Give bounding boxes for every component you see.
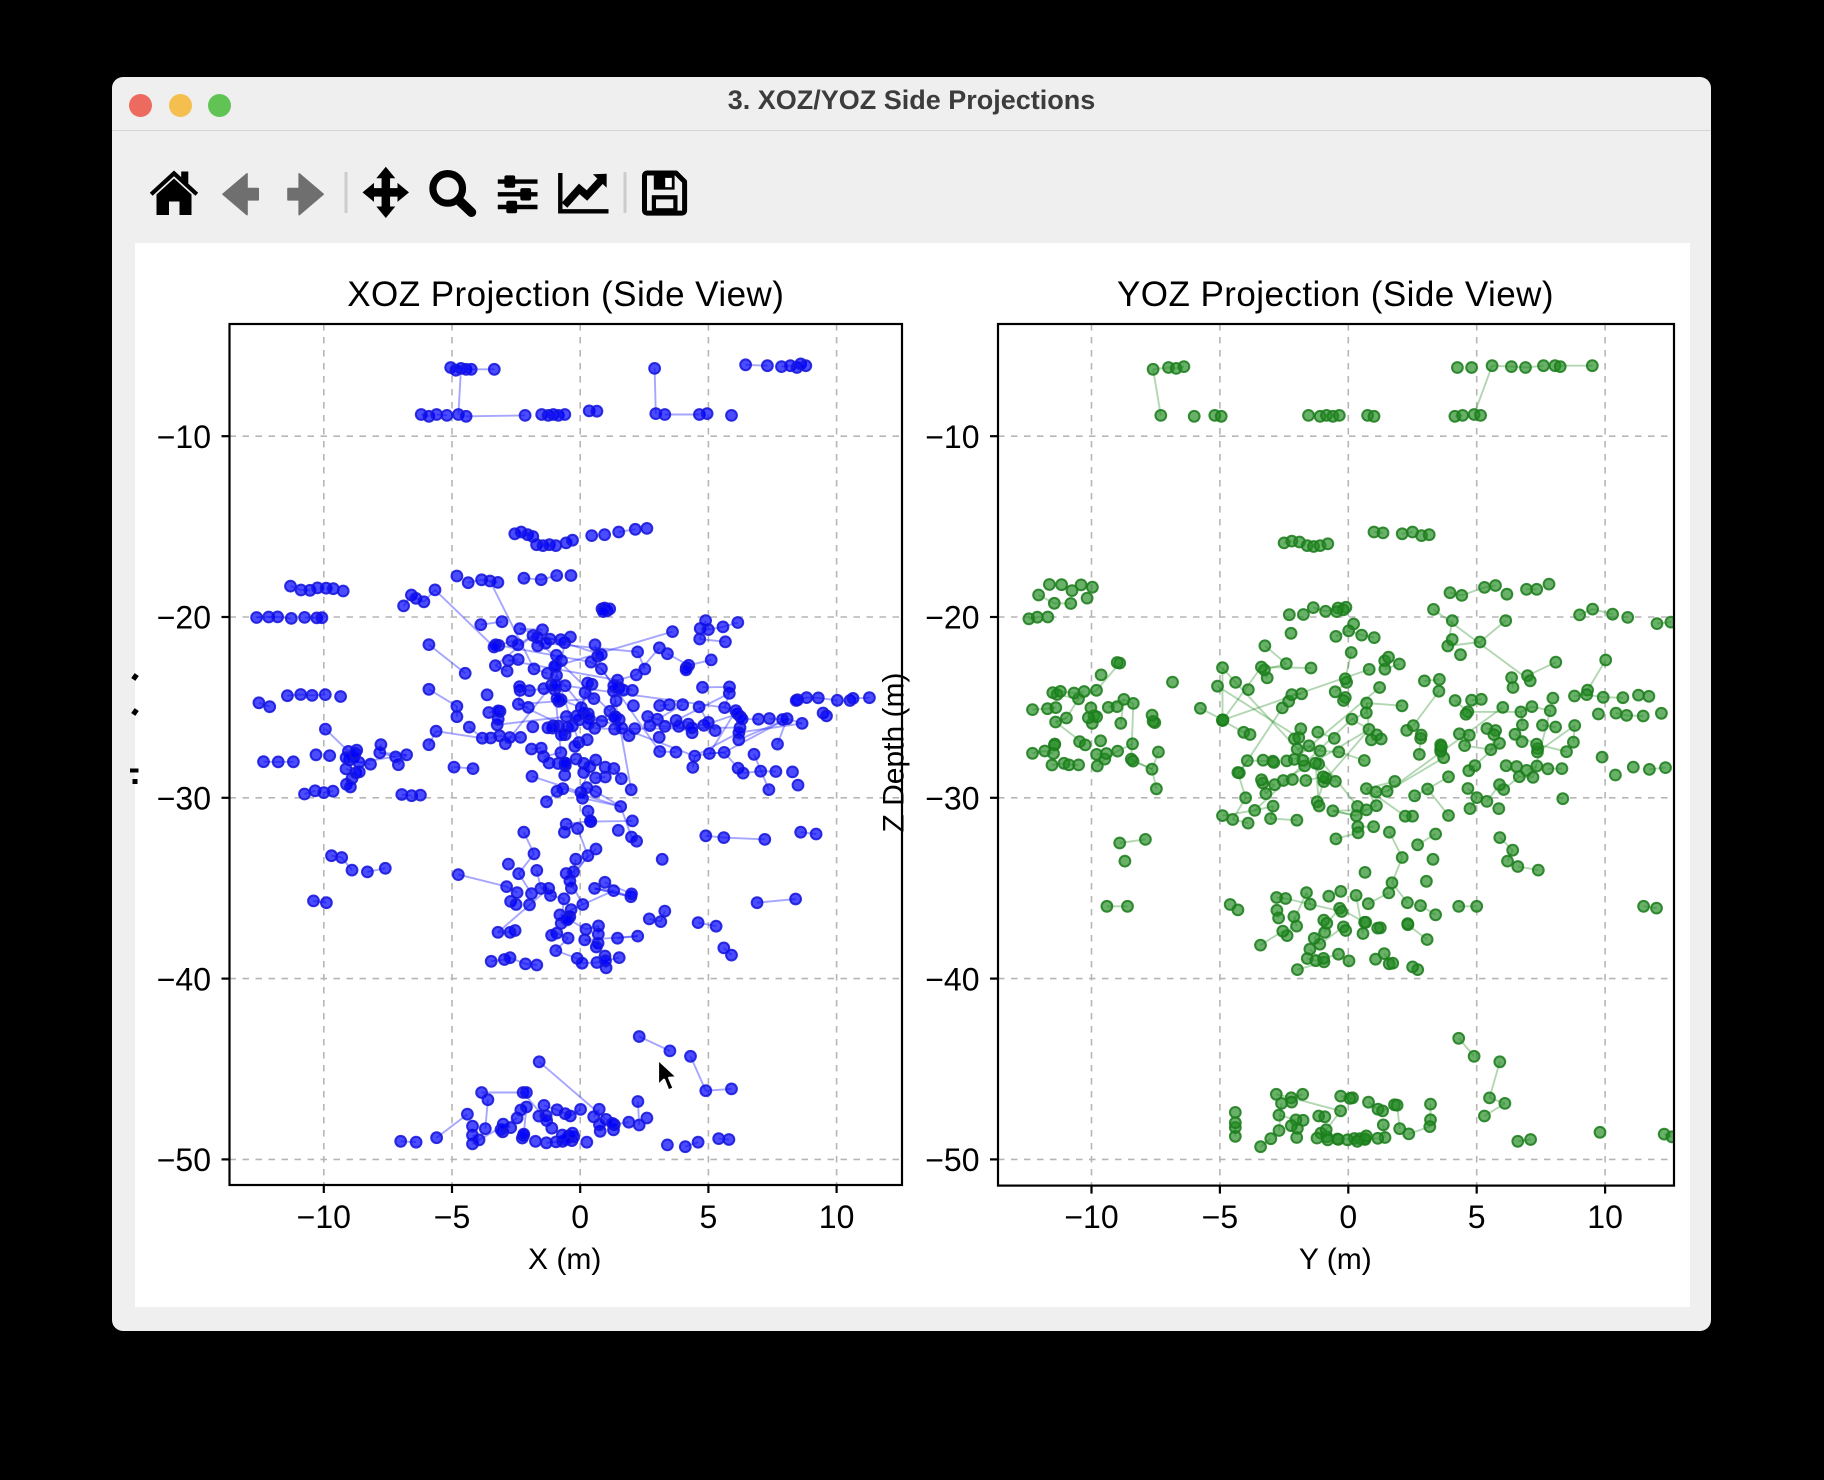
svg-text:−30: −30 (157, 781, 211, 817)
svg-text:5: 5 (700, 1199, 718, 1235)
svg-text:X (m): X (m) (528, 1243, 601, 1276)
svg-text:5: 5 (1468, 1199, 1486, 1235)
svg-text:−10: −10 (297, 1199, 351, 1235)
svg-text:Z Depth (m): Z Depth (m) (877, 672, 910, 832)
svg-text:−5: −5 (1202, 1199, 1238, 1235)
svg-text:−5: −5 (434, 1199, 470, 1235)
svg-text:10: 10 (1587, 1199, 1623, 1235)
svg-text:0: 0 (1339, 1199, 1357, 1235)
svg-text:Y (m): Y (m) (1299, 1243, 1372, 1276)
svg-text:−20: −20 (925, 600, 979, 636)
svg-text:−30: −30 (925, 781, 979, 817)
svg-text:−10: −10 (925, 419, 979, 455)
svg-text:−50: −50 (925, 1142, 979, 1178)
svg-text:−10: −10 (157, 419, 211, 455)
svg-text:YOZ Projection (Side View): YOZ Projection (Side View) (1117, 275, 1554, 314)
svg-text:10: 10 (819, 1199, 855, 1235)
svg-text:0: 0 (571, 1199, 589, 1235)
svg-text:−40: −40 (925, 961, 979, 997)
svg-text:XOZ Projection (Side View): XOZ Projection (Side View) (347, 275, 784, 314)
svg-text:−20: −20 (157, 600, 211, 636)
svg-text:−40: −40 (157, 961, 211, 997)
svg-text:−10: −10 (1064, 1199, 1118, 1235)
svg-text:−50: −50 (157, 1142, 211, 1178)
